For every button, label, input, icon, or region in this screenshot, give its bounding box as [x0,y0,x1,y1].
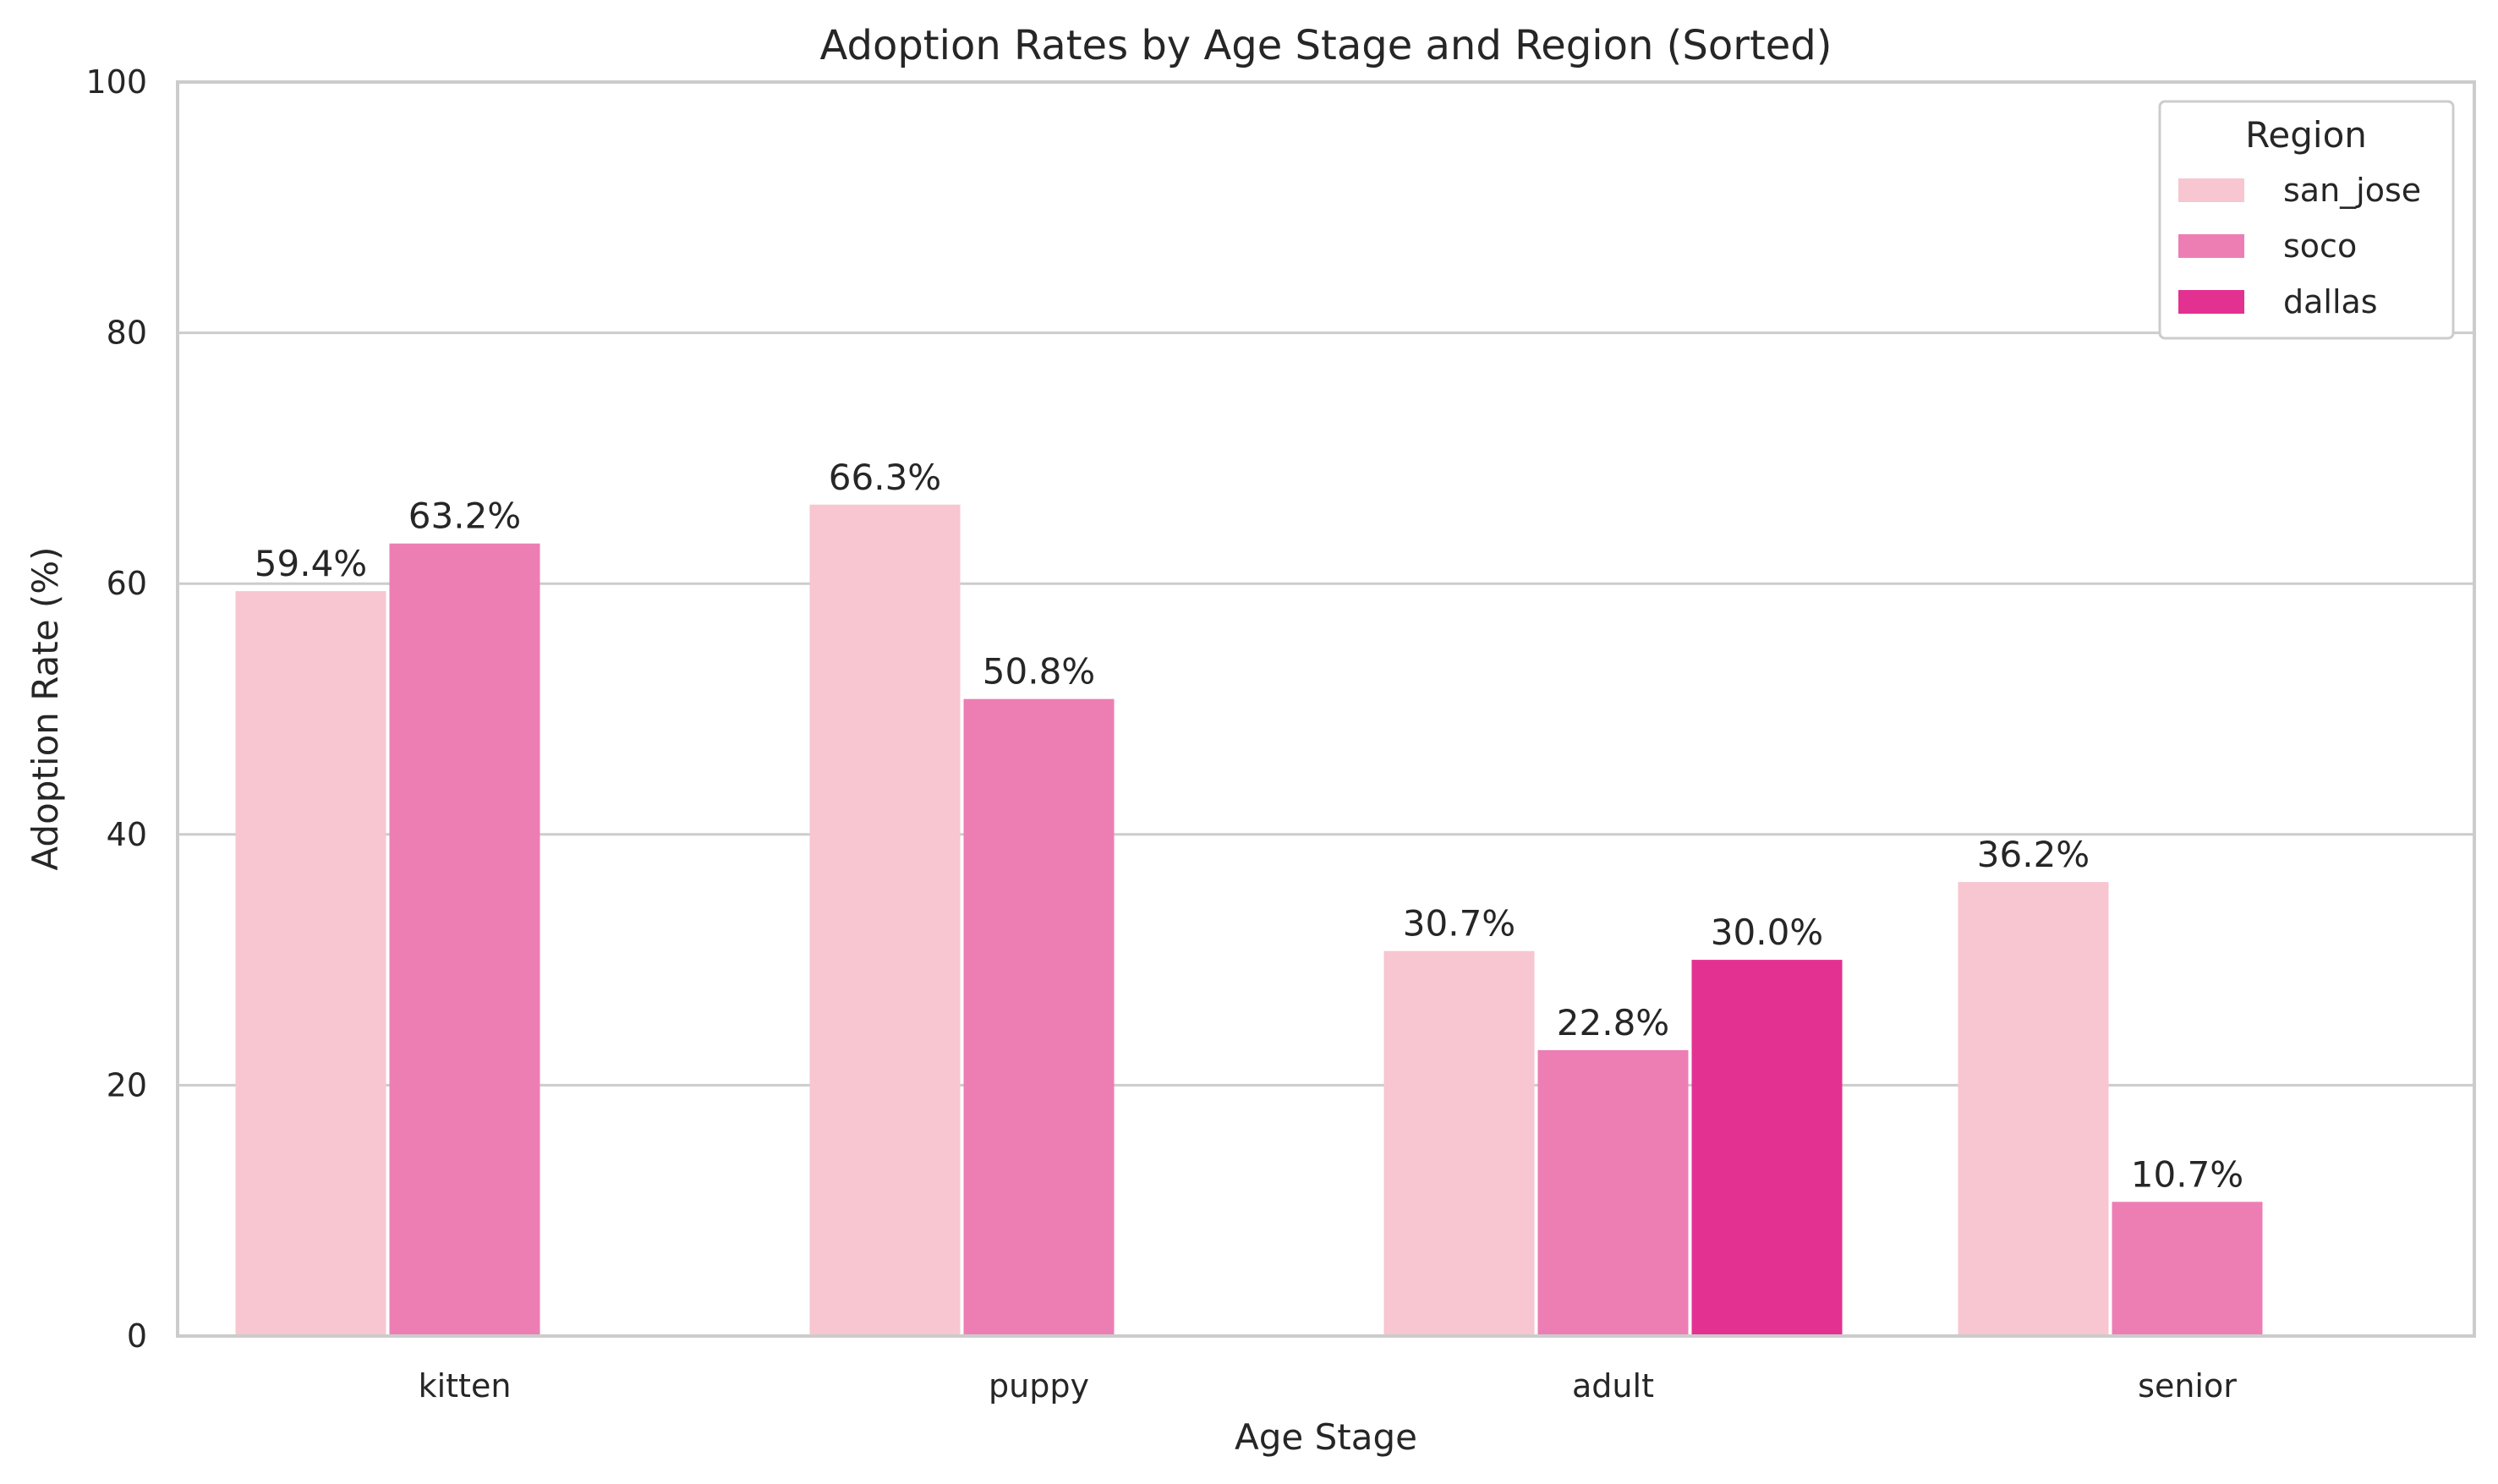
x-tick-label-senior: senior [2138,1367,2237,1405]
bar-senior-san_jose [1958,882,2109,1336]
legend-label-dallas: dallas [2283,283,2378,320]
x-tick-label-adult: adult [1572,1367,1654,1405]
bar-senior-soco [2112,1202,2263,1336]
legend-title: Region [2245,114,2367,156]
legend-label-san_jose: san_jose [2283,172,2421,209]
data-labels: 59.4% 63.2% 66.3% 50.8% 30.7% 22.8% 30.0% 36.2%… [255,457,2243,1196]
y-tick-label-60: 60 [107,565,147,602]
y-tick-label-0: 0 [127,1317,147,1355]
y-axis-label: Adoption Rate (%) [25,546,66,870]
data-label-senior-san_jose: 36.2% [1977,834,2090,875]
bar-kitten-san_jose [235,591,386,1336]
data-label-adult-san_jose: 30.7% [1403,903,1515,945]
y-tick-label-80: 80 [107,315,147,352]
bar-puppy-san_jose [809,504,961,1336]
chart-title: Adoption Rates by Age Stage and Region (… [820,22,1832,69]
bar-adult-san_jose [1383,950,1535,1336]
legend-label-soco: soco [2283,227,2357,265]
data-label-adult-dallas: 30.0% [1711,912,1823,953]
y-tick-labels: 0 20 40 60 80 100 [85,63,147,1355]
bar-kitten-soco [389,543,540,1336]
data-label-puppy-soco: 50.8% [983,651,1095,693]
bar-adult-soco [1537,1049,1689,1336]
data-label-kitten-soco: 63.2% [408,496,521,537]
legend-swatch-soco [2178,234,2244,258]
data-label-senior-soco: 10.7% [2131,1153,2243,1195]
legend-swatch-dallas [2178,290,2244,314]
y-tick-label-40: 40 [107,816,147,853]
x-tick-label-kitten: kitten [419,1367,512,1405]
bar-puppy-soco [963,698,1115,1336]
y-tick-label-100: 100 [85,63,147,101]
legend-swatch-san_jose [2178,178,2244,202]
x-tick-labels: kitten puppy adult senior [419,1367,2238,1405]
x-axis-label: Age Stage [1235,1416,1417,1458]
data-label-kitten-san_jose: 59.4% [255,543,367,584]
data-label-adult-soco: 22.8% [1557,1002,1669,1043]
bars [235,504,2263,1336]
y-tick-label-20: 20 [107,1066,147,1103]
plot-frame [176,80,2476,1338]
x-tick-label-puppy: puppy [989,1367,1089,1405]
data-label-puppy-san_jose: 66.3% [829,457,941,498]
bar-adult-dallas [1691,960,1843,1336]
legend-box [2158,100,2455,340]
